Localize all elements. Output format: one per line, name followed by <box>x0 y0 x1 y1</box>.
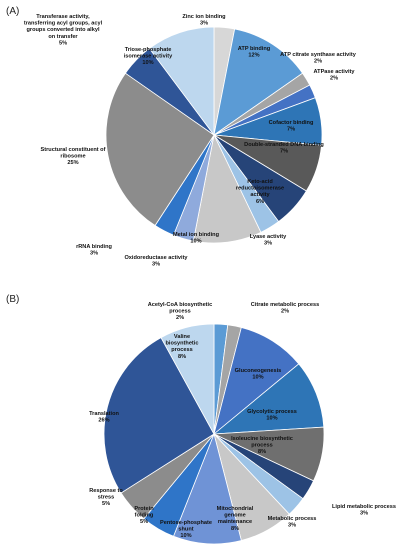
slice-label-atpase-activity: ATPase activity 2% <box>314 69 356 82</box>
slice-label-citrate-metabolic-process: Citrate metabolic process 2% <box>251 302 319 315</box>
pie-slice-translation <box>103 337 215 494</box>
slice-label-mitochondrial-genome-maintenance: Mitochondrial genome maintenance 8% <box>217 506 254 532</box>
panel-label-a: (A) <box>6 6 19 17</box>
slice-label-zinc-ion-binding: Zinc ion binding 3% <box>182 14 226 27</box>
pie-slice-valine-biosynthetic-process <box>160 323 215 435</box>
pie-labels-b: Acetyl-CoA biosynthetic process 2% Citrate … <box>89 302 396 539</box>
slice-label-protein-folding: Protein folding 5% <box>134 506 154 525</box>
pie-slice-atp-binding <box>213 28 304 136</box>
slice-label-atp-citrate-synthase-activity: ATP citrate synthase activity 2% <box>280 52 357 65</box>
panel-label-b: (B) <box>6 294 19 305</box>
pie-slice-triose-phosphate-isomerase-activity <box>148 26 215 137</box>
pie-labels-a: Zinc ion binding 3% ATP binding 12% ATP citr… <box>24 14 357 268</box>
slice-label-acetyl-coa-biosynthetic-process: Acetyl-CoA biosynthetic process 2% <box>148 302 212 321</box>
slice-label-metal-ion-binding: Metal ion binding 10% <box>173 232 220 245</box>
slice-label-isoleucine-biosynthetic-process: Isoleucine biosynthetic process 8% <box>231 436 293 455</box>
slice-label-double-stranded-dna-binding: Double-stranded DNA binding 7% <box>244 142 324 155</box>
slice-label-valine-biosynthetic-process: Valine biosynthetic process 8% <box>166 334 199 360</box>
slice-label-translation: Translation 26% <box>89 411 119 424</box>
slice-label-triose-phosphate-isomerase-activity: Triose-phosphate isomerase activity 10% <box>124 47 173 66</box>
slice-label-transferase-activity-transferring-acyl-groups-acyl-groups-converted-into-alkyl-on-transfer: Transferase activity, transferring acyl g… <box>24 14 103 46</box>
pie-slice-structural-constituent-of-ribosome <box>105 72 215 227</box>
slice-label-keto-acid-reductoisomerase-activity: Keto-acid reductoisomerase activity 6% <box>236 179 284 205</box>
slice-label-structural-constituent-of-ribosome: Structural constituent of ribosome 25% <box>41 147 106 166</box>
pie-chart-a <box>105 26 323 244</box>
slice-label-rrna-binding: rRNA binding 3% <box>76 244 112 257</box>
slice-label-atp-binding: ATP binding 12% <box>238 46 271 59</box>
slice-label-metabolic-process: Metabolic process 3% <box>268 516 317 529</box>
slice-label-lyase-activity: Lyase activity 3% <box>250 234 287 247</box>
slice-label-pentose-phosphate-shunt: Pentose-phosphate shunt 10% <box>160 520 212 539</box>
slice-label-response-to-stress: Response to stress 5% <box>89 488 123 507</box>
slice-label-lipid-metabolic-process: Lipid metabolic process 3% <box>332 504 396 517</box>
slice-label-oxidoreductase-activity: Oxidoreductase activity 3% <box>124 255 188 268</box>
slice-label-gluconeogenesis: Gluconeogenesis 10% <box>235 368 282 381</box>
slice-label-glycolytic-process: Glycolytic process 10% <box>247 409 297 422</box>
pie-chart-b <box>103 323 325 545</box>
slice-label-cofactor-binding: Cofactor binding 7% <box>269 120 314 133</box>
